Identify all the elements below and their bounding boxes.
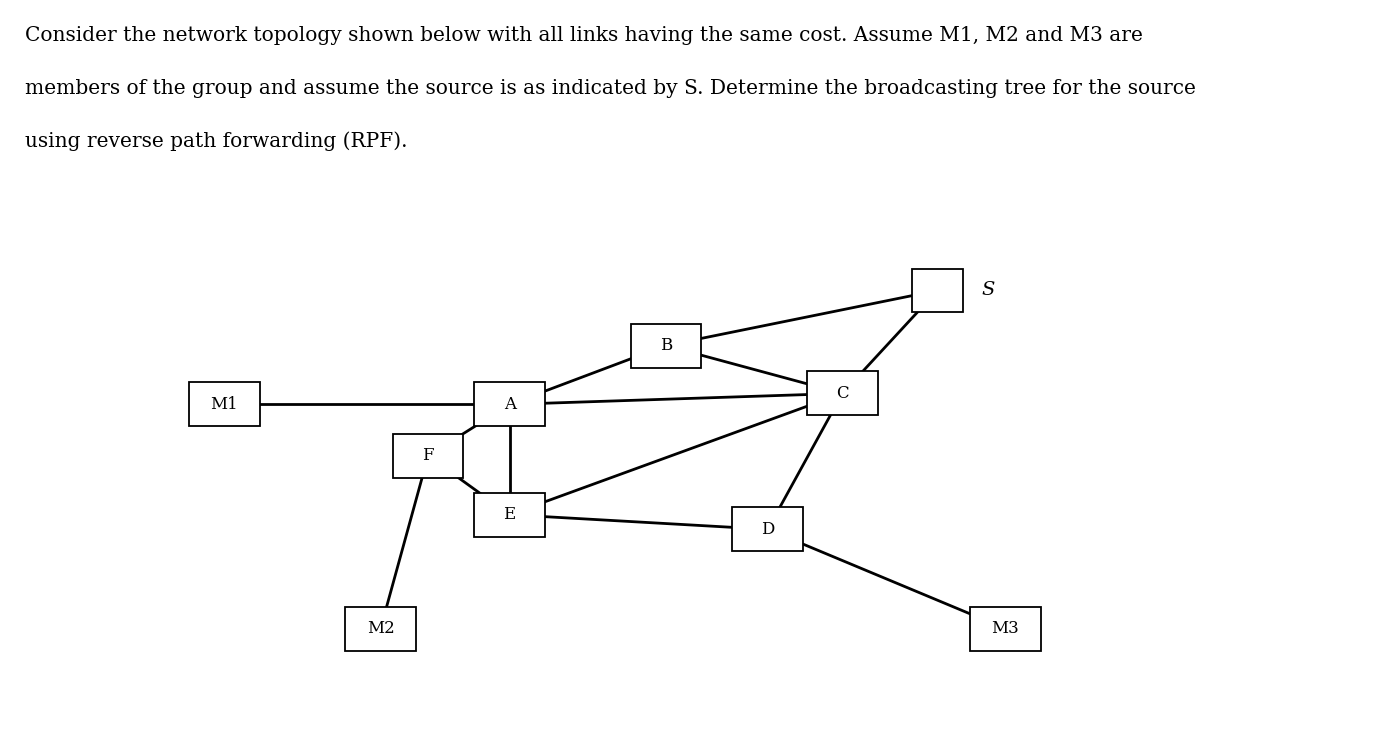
Text: M1: M1: [211, 396, 238, 413]
Text: Consider the network topology shown below with all links having the same cost. A: Consider the network topology shown belo…: [25, 26, 1142, 45]
FancyBboxPatch shape: [631, 323, 701, 368]
Text: S: S: [981, 281, 994, 299]
Text: A: A: [503, 396, 516, 413]
Text: F: F: [423, 447, 434, 464]
Text: M3: M3: [991, 620, 1019, 637]
FancyBboxPatch shape: [474, 382, 545, 427]
FancyBboxPatch shape: [912, 269, 963, 312]
FancyBboxPatch shape: [474, 493, 545, 537]
FancyBboxPatch shape: [345, 607, 416, 650]
Text: C: C: [836, 385, 848, 402]
Text: B: B: [660, 337, 672, 354]
FancyBboxPatch shape: [807, 371, 877, 416]
Text: E: E: [503, 506, 516, 524]
FancyBboxPatch shape: [732, 507, 802, 551]
FancyBboxPatch shape: [970, 607, 1041, 650]
Text: M2: M2: [367, 620, 395, 637]
Text: members of the group and assume the source is as indicated by S. Determine the b: members of the group and assume the sour…: [25, 79, 1196, 98]
Text: D: D: [761, 520, 775, 538]
Text: using reverse path forwarding (RPF).: using reverse path forwarding (RPF).: [25, 132, 407, 152]
FancyBboxPatch shape: [188, 382, 259, 427]
FancyBboxPatch shape: [392, 433, 463, 478]
